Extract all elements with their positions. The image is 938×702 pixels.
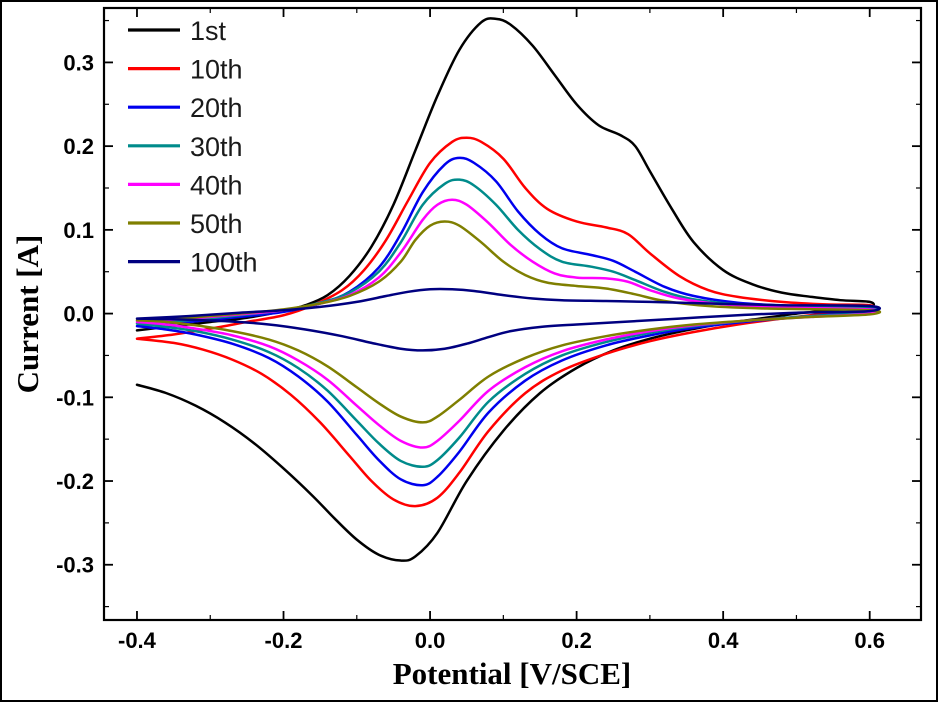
x-axis-title: Potential [V/SCE] — [392, 656, 632, 691]
legend-label-cycle-50: 50th — [190, 209, 243, 239]
legend-label-cycle-10: 10th — [190, 55, 243, 85]
y-tick-label: -0.3 — [56, 553, 94, 578]
legend-label-cycle-40: 40th — [190, 170, 243, 200]
y-tick-label: -0.2 — [56, 469, 94, 494]
y-tick-label: 0.3 — [63, 50, 94, 75]
y-tick-label: 0.0 — [63, 302, 94, 327]
x-tick-label: -0.4 — [118, 628, 157, 653]
legend-label-cycle-20: 20th — [190, 93, 243, 123]
x-tick-label: 0.2 — [561, 628, 592, 653]
y-tick-label: 0.2 — [63, 134, 94, 159]
legend-label-cycle-100: 100th — [190, 248, 258, 278]
y-tick-label: 0.1 — [63, 218, 94, 243]
x-tick-label: 0.6 — [854, 628, 885, 653]
legend-label-cycle-30: 30th — [190, 132, 243, 162]
x-tick-label: 0.4 — [708, 628, 739, 653]
series-curve-cycle-10 — [135, 136, 877, 508]
y-axis-title: Current [A] — [10, 234, 45, 394]
x-tick-label: 0.0 — [415, 628, 446, 653]
series-curve-cycle-1 — [135, 17, 876, 562]
y-tick-label: -0.1 — [56, 385, 94, 410]
legend-label-cycle-1: 1st — [190, 16, 227, 46]
plot-frame — [102, 6, 923, 622]
series-curve-cycle-100 — [135, 287, 882, 352]
x-tick-label: -0.2 — [265, 628, 303, 653]
